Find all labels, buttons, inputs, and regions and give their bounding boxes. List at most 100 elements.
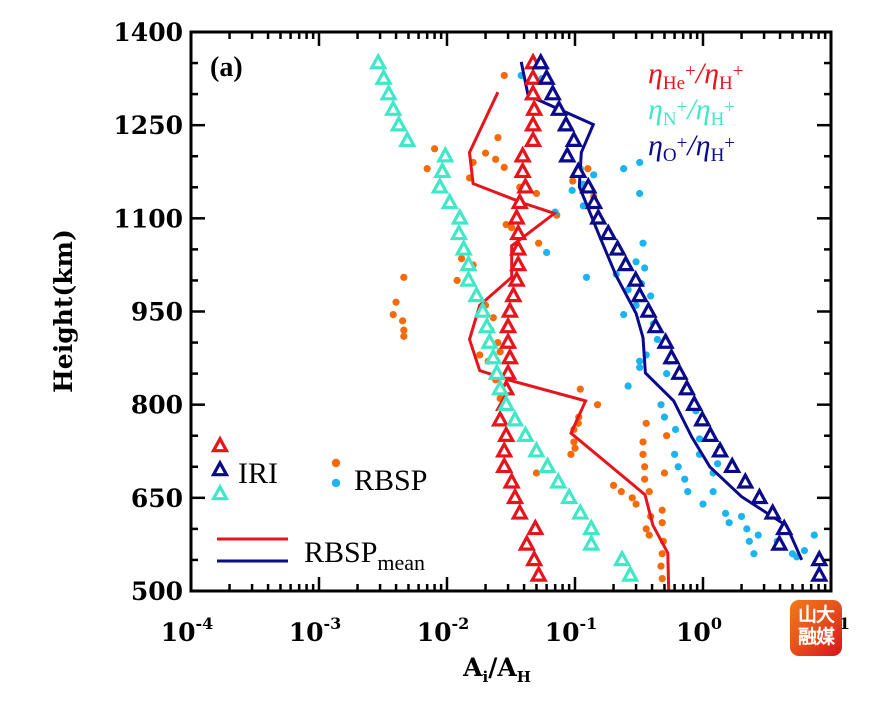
- rbsp-data-point: [699, 500, 707, 508]
- rbsp-data-point: [500, 71, 508, 80]
- rbsp-data-point: [641, 463, 649, 471]
- rbsp-data-point: [639, 239, 647, 247]
- x-axis-title: Ai/AH: [462, 653, 531, 686]
- iri-data-point: [763, 502, 782, 520]
- iri-data-point: [473, 300, 492, 318]
- rbsp-data-point: [457, 255, 466, 263]
- iri-data-point: [467, 285, 486, 303]
- iri-data-point: [693, 409, 712, 427]
- y-tick-label: 1250: [113, 111, 183, 140]
- iri-data-point: [490, 378, 510, 396]
- iri-legend: IRI: [210, 435, 278, 501]
- x-tick-label: 10-3: [289, 614, 342, 647]
- iri-data-point: [389, 114, 408, 132]
- iri-data-point: [589, 207, 608, 225]
- iri-data-point: [505, 487, 525, 505]
- rbsp-data-point: [663, 370, 671, 378]
- rbsp-data-point: [639, 438, 647, 446]
- rbsp-data-point: [754, 531, 762, 539]
- svg-text:Ai/AH: Ai/AH: [462, 653, 531, 686]
- iri-data-point: [477, 316, 497, 334]
- plot-content: [369, 52, 829, 591]
- rbsp-data-point: [492, 155, 500, 163]
- rbsp-data-point: [389, 311, 397, 319]
- iri-data-point: [559, 487, 579, 505]
- rbsp-data-point: [400, 332, 408, 340]
- iri-data-point: [433, 161, 452, 179]
- iri-legend-label: IRI: [238, 457, 278, 490]
- iri-data-point: [710, 440, 730, 458]
- rbsp-data-point: [481, 149, 490, 157]
- rbsp-data-point: [636, 189, 644, 198]
- mean-legend-label: RBSPmean: [304, 536, 425, 575]
- iri-data-point: [810, 549, 829, 567]
- rbsp-data-point: [660, 469, 669, 477]
- rbsp-legend-blue-dot: [331, 478, 341, 488]
- iri-data-point: [459, 269, 478, 287]
- rbsp-legend-orange-dot: [331, 458, 341, 468]
- iri-data-point: [510, 192, 529, 210]
- rbsp-data-point: [713, 460, 722, 468]
- x-axis-title-a2: A: [496, 653, 517, 682]
- rbsp-data-point: [532, 469, 541, 477]
- iri-data-point: [525, 549, 544, 567]
- iri-legend-o-triangle: [210, 459, 230, 477]
- rbsp-data-point: [641, 264, 649, 272]
- iri-data-point: [621, 564, 640, 582]
- iri-data-point: [379, 83, 398, 101]
- iri-data-point: [527, 440, 546, 458]
- y-tick-label: 950: [131, 298, 183, 327]
- iri-data-point: [459, 254, 478, 272]
- iri-data-point: [608, 238, 627, 256]
- iri-data-point: [436, 145, 455, 163]
- iri-data-point: [579, 176, 598, 194]
- x-tick-label: 100: [676, 614, 722, 647]
- iri-data-point: [677, 378, 697, 396]
- ratio-legend: ηHe+/ηH+ηN+/ηH+ηO+/ηH+: [648, 57, 743, 166]
- iri-data-point: [685, 394, 704, 411]
- iri-data-point: [701, 425, 720, 443]
- y-tick-label: 800: [131, 391, 183, 420]
- rbsp-data-point: [567, 450, 575, 458]
- iri-data-point: [480, 332, 499, 349]
- iri-data-point: [525, 99, 544, 116]
- iri-series-n: [369, 52, 640, 582]
- rbsp-data-point: [660, 413, 669, 421]
- rbsp-data-point: [502, 220, 510, 229]
- x-tick-label: 10-4: [161, 614, 214, 647]
- rbsp-data-point: [745, 537, 753, 545]
- rbsp-data-point: [641, 475, 649, 483]
- rbsp-data-point: [657, 401, 665, 409]
- rbsp-data-point: [532, 189, 541, 198]
- x-axis-title-a1: A: [462, 653, 483, 682]
- rbsp-data-point: [620, 165, 628, 173]
- y-tick-label: 1100: [113, 204, 183, 233]
- iri-data-point: [646, 316, 665, 334]
- iri-data-point: [538, 456, 557, 474]
- iri-series-o: [531, 52, 829, 582]
- rbsp-data-point: [571, 444, 579, 452]
- rbsp-data-point: [582, 273, 591, 281]
- iri-data-point: [722, 456, 742, 474]
- iri-data-point: [498, 332, 518, 349]
- rbsp-data-point: [399, 317, 407, 325]
- series-rbsp_orange: [389, 71, 671, 583]
- iri-data-point: [549, 471, 568, 489]
- rbsp-data-point: [430, 145, 439, 153]
- iri-data-point: [531, 52, 550, 70]
- x-axis-title-sub-h: H: [517, 668, 531, 686]
- rbsp-data-point: [590, 171, 598, 179]
- iri-data-point: [584, 192, 604, 210]
- rbsp-data-point: [721, 509, 730, 517]
- rbsp-data-point: [609, 481, 618, 490]
- mean-line-o: [519, 61, 804, 561]
- rbsp-data-point: [496, 348, 504, 356]
- rbsp-data-point: [750, 550, 758, 558]
- iri-data-point: [670, 363, 689, 380]
- iri-data-point: [775, 518, 794, 536]
- rbsp-data-point: [737, 512, 746, 521]
- rbsp-data-point: [400, 326, 408, 334]
- rbsp-data-point: [642, 525, 650, 533]
- rbsp-data-point: [709, 488, 717, 496]
